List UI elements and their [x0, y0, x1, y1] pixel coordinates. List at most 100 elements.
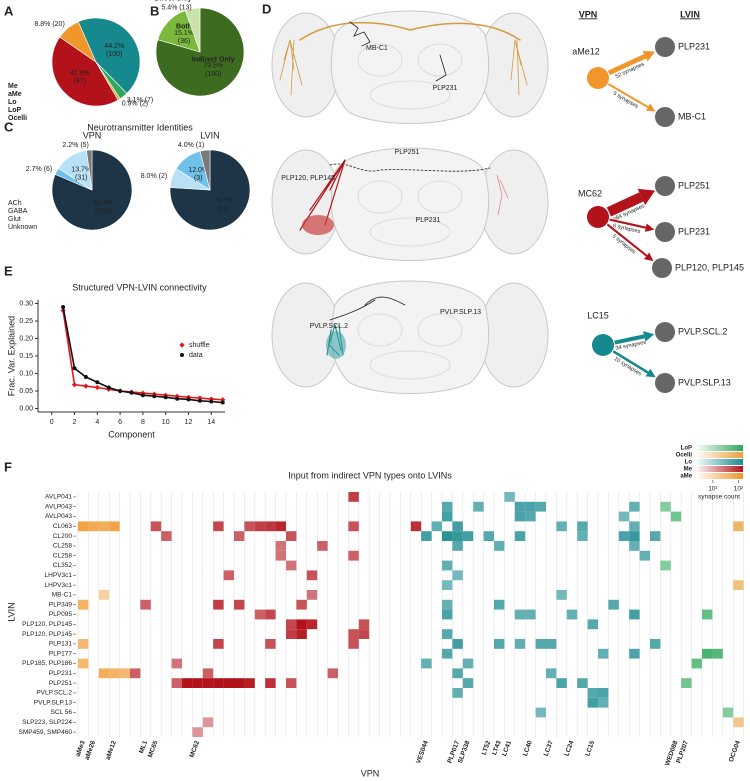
heatmap-cell: [223, 570, 234, 581]
heatmap-cell: [421, 658, 432, 669]
row-label: AVLP043: [45, 503, 72, 510]
legend-entry: GABA: [8, 208, 28, 215]
heatmap-cell: [98, 521, 110, 532]
marker: [197, 398, 202, 403]
heatmap-cell: [514, 609, 526, 620]
vpn-node: [587, 67, 609, 89]
lvin-node: [655, 222, 675, 242]
lvin-label: PVLP.SLP.13: [678, 377, 731, 387]
column-label: LC24: [563, 740, 575, 758]
vpn-label: LC15: [587, 310, 609, 320]
legend-entry: shuffle: [189, 342, 210, 349]
colorbar: [695, 459, 743, 465]
colorbar-region: Ocelli: [676, 453, 693, 459]
heatmap-cell: [192, 727, 203, 737]
row-label: PLP120, PLP145: [22, 631, 72, 638]
row-label: AVLP043: [45, 513, 72, 520]
wedge-category: Direct Only: [154, 0, 191, 3]
lvin-node: [655, 322, 675, 342]
heatmap-cell: [442, 609, 453, 620]
column-label: VES044: [415, 740, 430, 765]
heatmap-cell: [670, 511, 682, 522]
x-tick-label: 14: [207, 419, 215, 426]
colorbar: [695, 466, 743, 472]
heatmap-cell: [348, 492, 359, 502]
row-label: PLP231: [49, 670, 73, 677]
row-label: CL063: [53, 523, 73, 530]
heatmap-cell: [306, 570, 318, 581]
heatmap-cell: [514, 531, 526, 541]
value-label: 8.8% (20): [34, 21, 64, 28]
heatmap-cell: [442, 560, 453, 571]
heatmap-cell: [577, 678, 588, 688]
heatmap-cell: [88, 521, 99, 532]
heatmap-cell: [202, 668, 214, 679]
heatmap-cell: [254, 609, 266, 620]
marker: [71, 382, 78, 388]
arrowhead: [637, 188, 656, 206]
heatmap-cell: [275, 541, 286, 551]
colorbar: [695, 445, 743, 451]
heatmap-cell: [182, 678, 193, 688]
heatmap-cell: [421, 531, 432, 541]
arrowhead: [644, 252, 654, 262]
heatmap-cell: [244, 521, 255, 532]
heatmap-cell: [192, 678, 203, 688]
y-tick-label: 0.00: [19, 405, 33, 412]
vpn-node: [592, 334, 614, 356]
heatmap-cell: [442, 511, 453, 522]
arrowhead: [644, 223, 655, 232]
colorbar-tick-label: 10¹: [708, 486, 718, 493]
y-axis-label: LVIN: [6, 602, 16, 621]
marker: [118, 389, 123, 393]
heatmap-cell: [452, 570, 463, 581]
marker: [186, 397, 191, 402]
column-label: LC15: [584, 740, 596, 758]
brain-label: PVLP.SLP.13: [440, 309, 481, 316]
heatmap-cell: [733, 521, 744, 532]
heatmap-cell: [650, 639, 661, 649]
arrowhead: [642, 50, 656, 62]
colorbar: [695, 452, 743, 458]
x-tick-label: 2: [73, 419, 77, 426]
heatmap-cell: [286, 619, 297, 630]
heatmap-cell: [722, 707, 734, 718]
x-tick-label: 0: [50, 419, 54, 426]
heatmap-cell: [431, 521, 442, 532]
vpn-label: aMe12: [572, 46, 600, 56]
heatmap-cell: [577, 531, 588, 541]
lvin-node: [655, 373, 675, 393]
value-label: 8.0% (2): [141, 173, 167, 180]
marker: [95, 380, 100, 385]
edge-label: 6 synapses: [612, 223, 641, 235]
heatmap-cell: [442, 629, 453, 639]
pie-title: VPN: [83, 130, 102, 140]
heatmap-cell: [161, 531, 172, 541]
colorbar-tick-label: 10²: [734, 486, 744, 493]
heatmap-cell: [348, 639, 359, 649]
heatmap-cell: [98, 590, 110, 600]
marker: [140, 393, 145, 398]
lvin-label: PLP120, PLP145: [675, 262, 744, 272]
vpn-node: [587, 206, 609, 228]
value-label: 4.0% (1): [178, 142, 204, 149]
heatmap-cell: [452, 521, 463, 532]
heatmap-cell: [171, 678, 182, 688]
heatmap-cell: [681, 678, 692, 688]
heatmap-cell: [317, 541, 328, 551]
value-label: 79.5% (190): [203, 63, 223, 78]
marker: [61, 305, 66, 309]
heatmap-cell: [629, 609, 640, 620]
brain-label: PLP120, PLP145: [281, 175, 335, 182]
row-label: CL258: [53, 543, 73, 550]
marker: [140, 390, 146, 396]
heatmap-cell: [535, 501, 546, 512]
heatmap-cell: [452, 688, 463, 698]
heatmap-cell: [98, 668, 110, 679]
heatmap-cell: [598, 648, 609, 659]
heatmap-cell: [78, 521, 89, 532]
colorbar: [695, 473, 743, 479]
heatmap-cell: [733, 580, 744, 590]
legend-entry: Glut: [8, 216, 21, 223]
